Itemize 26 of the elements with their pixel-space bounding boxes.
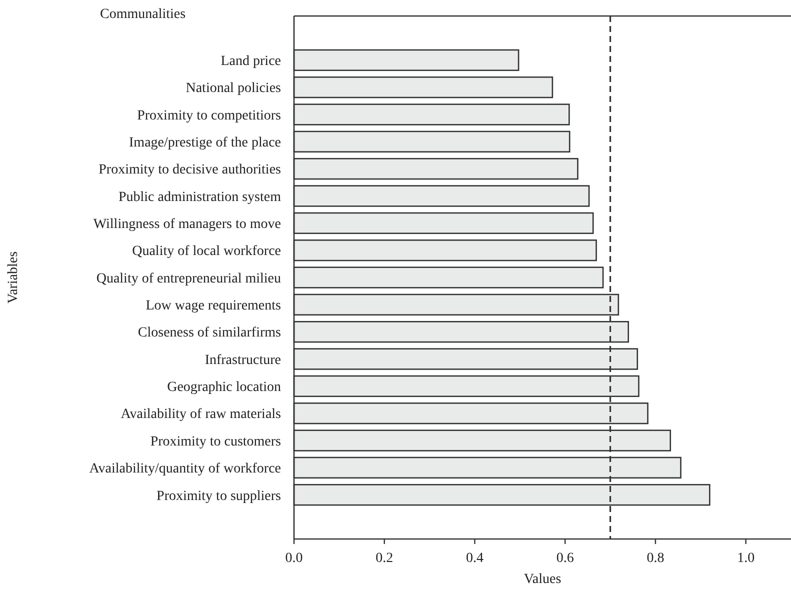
y-tick-label: Proximity to suppliers <box>156 488 281 504</box>
y-tick-label: Availability of raw materials <box>120 407 281 422</box>
y-tick-label: Closeness of similarfirms <box>138 326 281 341</box>
y-tick-label: Low wage requirements <box>146 298 281 314</box>
y-tick-label: Image/prestige of the place <box>129 136 281 151</box>
y-tick-label: Proximity to decisive authorities <box>98 162 281 178</box>
y-tick-label: Quality of local workforce <box>132 244 281 260</box>
text: Communalities <box>100 7 186 22</box>
y-axis-title: Variables <box>6 251 21 304</box>
y-tick-label: Land price <box>220 54 281 70</box>
x-tick-label: 1.0 <box>737 551 755 566</box>
y-tick-label: National policies <box>186 81 281 96</box>
x-axis-title: Values <box>524 572 562 587</box>
x-tick-label: 0.2 <box>376 551 394 566</box>
y-tick-label: Public administration system <box>118 190 282 205</box>
y-tick-label: Proximity to customers <box>150 434 281 450</box>
y-tick-label: Quality of entrepreneurial milieu <box>96 271 281 286</box>
x-tick-label: 0.8 <box>646 551 664 566</box>
y-tick-label: Infrastructure <box>204 352 281 368</box>
y-tick-label: Proximity to competitiors <box>137 108 281 124</box>
y-tick-label: Availability/quantity of workforce <box>89 462 281 477</box>
y-tick-label: Geographic location <box>167 380 281 396</box>
x-tick-label: 0.6 <box>556 551 574 566</box>
y-tick-label: Willingness of managers to move <box>93 217 281 232</box>
x-tick-label: 0.4 <box>466 551 484 566</box>
x-tick-label: 0.0 <box>285 551 303 566</box>
